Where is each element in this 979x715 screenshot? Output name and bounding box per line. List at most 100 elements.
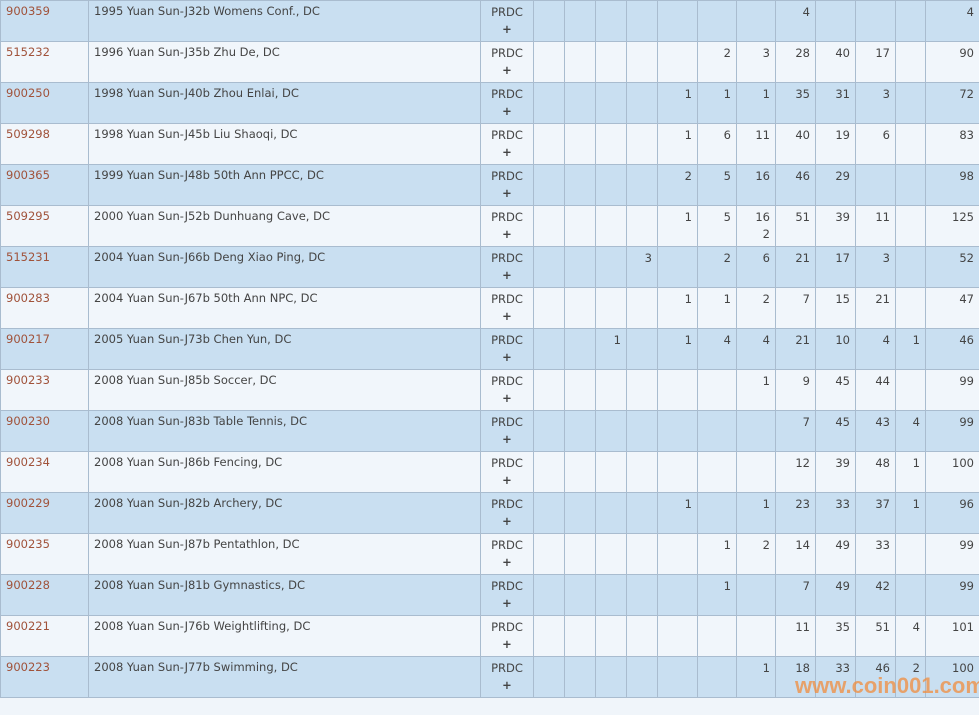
coin-id-link[interactable]: 900233 — [6, 373, 50, 387]
expand-plus-button[interactable]: + — [502, 514, 512, 528]
coin-id-cell: 900250 — [0, 82, 89, 124]
coin-id-link[interactable]: 900221 — [6, 619, 50, 633]
grade-count-cell — [626, 82, 658, 124]
grade-count-cell — [564, 615, 596, 657]
coin-id-link[interactable]: 515232 — [6, 45, 50, 59]
total-cell: 98 — [925, 164, 979, 206]
expand-plus-button[interactable]: + — [502, 555, 512, 569]
grade-count-cell — [533, 451, 565, 493]
coin-id-link[interactable]: 900229 — [6, 496, 50, 510]
coin-id-link[interactable]: 900230 — [6, 414, 50, 428]
grade-count-cell: 2 — [736, 533, 776, 575]
grade-count-cell: 1 — [595, 328, 627, 370]
grade-cell: PRDC + — [480, 82, 534, 124]
grade-count-cell — [533, 615, 565, 657]
expand-plus-button[interactable]: + — [502, 104, 512, 118]
coin-id-link[interactable]: 509295 — [6, 209, 50, 223]
table-row: 900365 1999 Yuan Sun-J48b 50th Ann PPCC, … — [0, 164, 979, 206]
coin-id-link[interactable]: 900250 — [6, 86, 50, 100]
grade-count-cell: 18 — [775, 656, 816, 698]
total-cell: 99 — [925, 574, 979, 616]
expand-plus-button[interactable]: + — [502, 391, 512, 405]
grade-count-cell — [595, 615, 627, 657]
table-row: 509298 1998 Yuan Sun-J45b Liu Shaoqi, DC P… — [0, 123, 979, 165]
grade-count-cell — [533, 369, 565, 411]
coin-id-link[interactable]: 900228 — [6, 578, 50, 592]
grade-count-cell — [564, 574, 596, 616]
expand-plus-button[interactable]: + — [502, 596, 512, 610]
grade-count-cell: 4 — [736, 328, 776, 370]
coin-id-link[interactable]: 515231 — [6, 250, 50, 264]
total-cell: 99 — [925, 410, 979, 452]
grade-cell: PRDC + — [480, 287, 534, 329]
table-row: 900228 2008 Yuan Sun-J81b Gymnastics, DC P… — [0, 574, 979, 616]
expand-plus-button[interactable]: + — [502, 678, 512, 692]
coin-name: 2004 Yuan Sun-J67b 50th Ann NPC, DC — [88, 287, 481, 329]
grade-count-cell — [657, 451, 698, 493]
coin-name: 2005 Yuan Sun-J73b Chen Yun, DC — [88, 328, 481, 370]
grade-count-cell — [564, 656, 596, 698]
coin-id-link[interactable]: 900365 — [6, 168, 50, 182]
grade-count-cell — [697, 410, 737, 452]
expand-plus-button[interactable]: + — [502, 186, 512, 200]
expand-plus-button[interactable]: + — [502, 145, 512, 159]
grade-count-cell: 1 — [736, 82, 776, 124]
grade-count-cell — [895, 123, 926, 165]
grade-count-cell: 19 — [815, 123, 856, 165]
grade-count-cell: 1 — [895, 492, 926, 534]
coin-id-link[interactable]: 900223 — [6, 660, 50, 674]
grade-count-cell: 1 — [736, 492, 776, 534]
expand-plus-button[interactable]: + — [502, 309, 512, 323]
total-cell: 46 — [925, 328, 979, 370]
expand-plus-button[interactable]: + — [502, 63, 512, 77]
grade-count-cell: 12 — [775, 451, 816, 493]
expand-plus-button[interactable]: + — [502, 22, 512, 36]
coin-id-cell: 515231 — [0, 246, 89, 288]
expand-plus-button[interactable]: + — [502, 637, 512, 651]
expand-plus-button[interactable]: + — [502, 432, 512, 446]
total-cell: 52 — [925, 246, 979, 288]
grade-count-cell: 1 — [697, 287, 737, 329]
grade-cell: PRDC + — [480, 369, 534, 411]
grade-count-cell: 6 — [855, 123, 896, 165]
grade-count-cell: 45 — [815, 369, 856, 411]
grade-count-cell — [533, 164, 565, 206]
expand-plus-button[interactable]: + — [502, 227, 512, 241]
coin-id-link[interactable]: 900217 — [6, 332, 50, 346]
grade-count-cell: 4 — [855, 328, 896, 370]
grade-count-cell: 9 — [775, 369, 816, 411]
grade-count-cell: 33 — [855, 533, 896, 575]
coin-id-link[interactable]: 900283 — [6, 291, 50, 305]
grade-count-cell: 1 — [657, 328, 698, 370]
grade-count-cell: 4 — [697, 328, 737, 370]
grade-count-cell — [533, 123, 565, 165]
grade-count-cell — [595, 369, 627, 411]
coin-id-link[interactable]: 900234 — [6, 455, 50, 469]
total-cell: 83 — [925, 123, 979, 165]
grade-count-cell: 1 — [657, 82, 698, 124]
grade-count-cell: 46 — [855, 656, 896, 698]
grade-count-cell — [595, 287, 627, 329]
grade-count-cell: 35 — [815, 615, 856, 657]
grade-count-cell — [697, 492, 737, 534]
grade-label: PRDC — [491, 620, 523, 634]
expand-plus-button[interactable]: + — [502, 268, 512, 282]
grade-count-cell — [626, 164, 658, 206]
coin-id-link[interactable]: 900235 — [6, 537, 50, 551]
grade-count-cell — [564, 410, 596, 452]
expand-plus-button[interactable]: + — [502, 350, 512, 364]
grade-label: PRDC — [491, 46, 523, 60]
grade-count-cell: 10 — [815, 328, 856, 370]
grade-count-cell: 21 — [775, 246, 816, 288]
total-cell: 96 — [925, 492, 979, 534]
grade-count-cell: 4 — [775, 0, 816, 42]
grade-count-cell: 7 — [775, 574, 816, 616]
expand-plus-button[interactable]: + — [502, 473, 512, 487]
coin-id-link[interactable]: 900359 — [6, 4, 50, 18]
grade-count-cell — [895, 0, 926, 42]
grade-count-cell: 1 — [736, 656, 776, 698]
grade-count-cell — [657, 0, 698, 42]
grade-label: PRDC — [491, 128, 523, 142]
grade-count-cell — [626, 656, 658, 698]
coin-id-link[interactable]: 509298 — [6, 127, 50, 141]
